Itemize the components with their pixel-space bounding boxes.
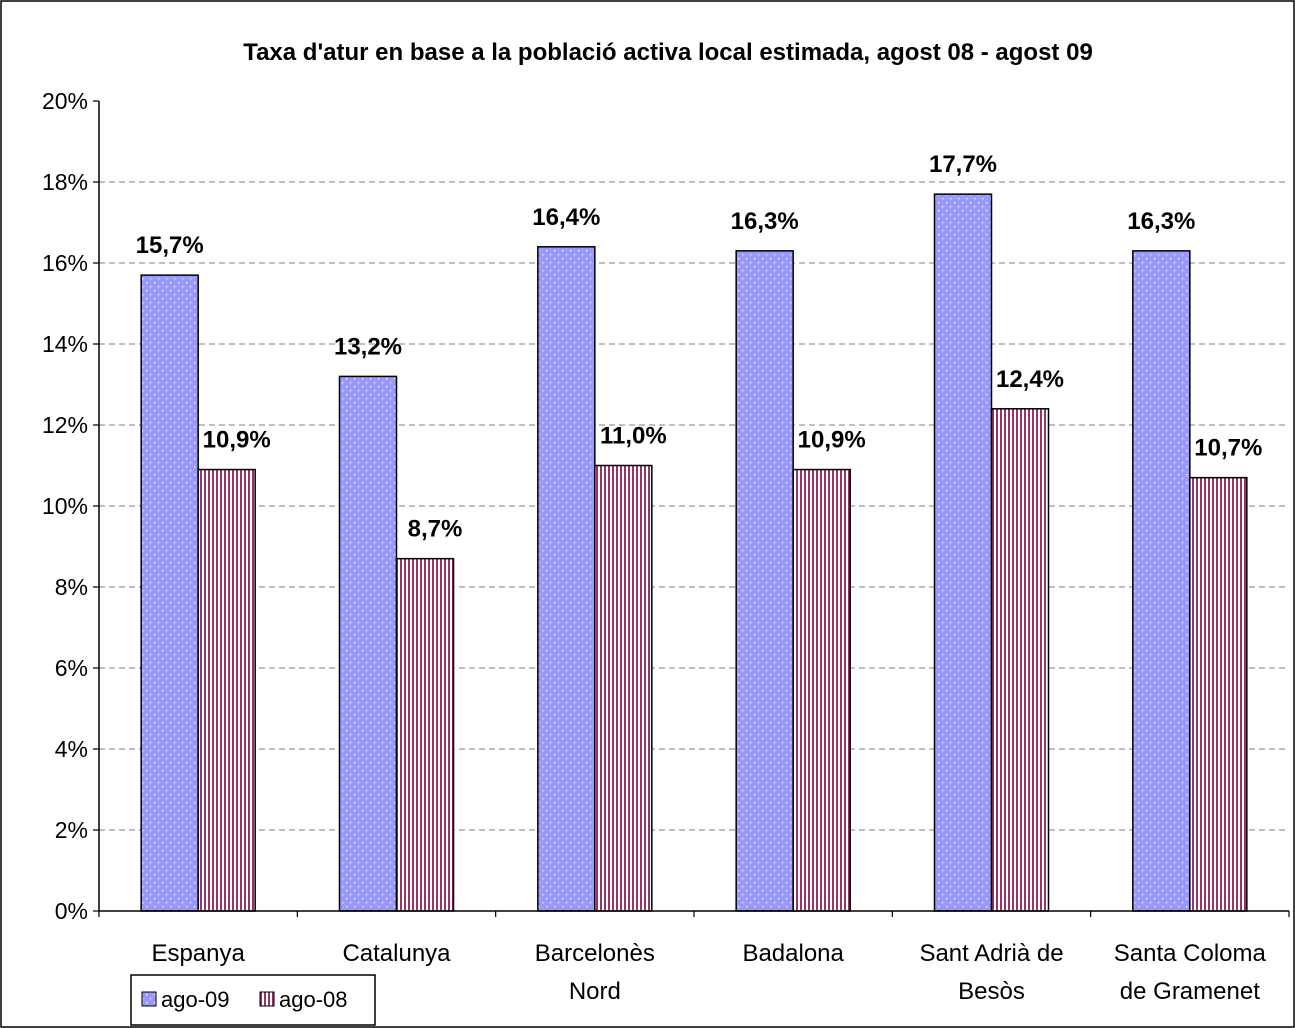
category-label: Santa Coloma: [1114, 940, 1267, 967]
data-label: 16,4%: [532, 204, 600, 231]
data-label: 10,9%: [798, 427, 866, 454]
data-label: 8,7%: [408, 516, 463, 543]
bar-ago-09: [735, 250, 794, 912]
y-tick-label: 4%: [55, 736, 88, 762]
data-label: 16,3%: [1127, 208, 1195, 235]
data-label: 12,4%: [996, 366, 1064, 393]
y-tick-label: 10%: [42, 493, 88, 519]
bar-ago-08: [197, 468, 256, 912]
y-tick-label: 6%: [55, 655, 88, 681]
y-tick-label: 0%: [55, 898, 88, 924]
category-label: Sant Adrià de: [919, 940, 1063, 967]
category-labels: Espanya Catalunya Barcelonès Nord Badalona Sa…: [151, 940, 1266, 1005]
bar-ago-09: [1132, 250, 1191, 912]
bar-ago-09: [537, 246, 596, 912]
legend-label-ago-09: ago-09: [161, 987, 230, 1012]
y-tick-label: 14%: [42, 331, 88, 357]
category-label: Badalona: [742, 940, 844, 967]
legend-swatch-ago-09: [141, 991, 157, 1007]
bars: [140, 193, 1248, 912]
category-label: Catalunya: [342, 940, 451, 967]
data-label: 11,0%: [600, 423, 667, 450]
category-label: Espanya: [151, 940, 245, 967]
y-tick-label: 16%: [42, 250, 88, 276]
data-label: 16,3%: [731, 208, 799, 235]
legend-swatch-ago-08: [259, 991, 275, 1007]
category-label: Barcelonès: [535, 940, 655, 967]
legend: ago-09 ago-08: [130, 974, 376, 1026]
y-axis-ticks: 0% 2% 4% 6% 8% 10% 12% 14% 16% 18% 20%: [42, 88, 99, 924]
y-tick-label: 2%: [55, 817, 88, 843]
y-tick-label: 12%: [42, 412, 88, 438]
y-tick-label: 20%: [42, 88, 88, 114]
y-tick-label: 18%: [42, 169, 88, 195]
legend-label-ago-08: ago-08: [279, 987, 348, 1012]
bar-ago-09: [933, 193, 993, 912]
data-label: 10,9%: [203, 427, 271, 454]
bar-ago-08: [594, 464, 653, 912]
data-label: 10,7%: [1194, 435, 1262, 462]
category-label: Besòs: [958, 978, 1025, 1005]
data-labels: 15,7% 13,2% 16,4% 16,3% 17,7% 16,3% 10,9% 8,7% 1…: [136, 151, 1263, 543]
bar-ago-09: [338, 375, 398, 912]
chart-title: Taxa d'atur en base a la població activa…: [243, 39, 1093, 66]
bar-ago-09: [140, 274, 199, 912]
bar-ago-08: [395, 557, 455, 912]
bar-ago-08: [792, 468, 851, 912]
bar-ago-08: [1189, 476, 1248, 912]
legend-box: [130, 974, 376, 1026]
data-label: 15,7%: [136, 232, 204, 259]
data-label: 13,2%: [334, 333, 402, 360]
category-label: Nord: [569, 978, 621, 1005]
data-label: 17,7%: [929, 151, 997, 178]
bar-ago-08: [990, 408, 1050, 912]
y-tick-label: 8%: [55, 574, 88, 600]
axes: [98, 101, 1290, 917]
grid-lines: [99, 181, 1289, 831]
category-label: de Gramenet: [1120, 978, 1260, 1005]
